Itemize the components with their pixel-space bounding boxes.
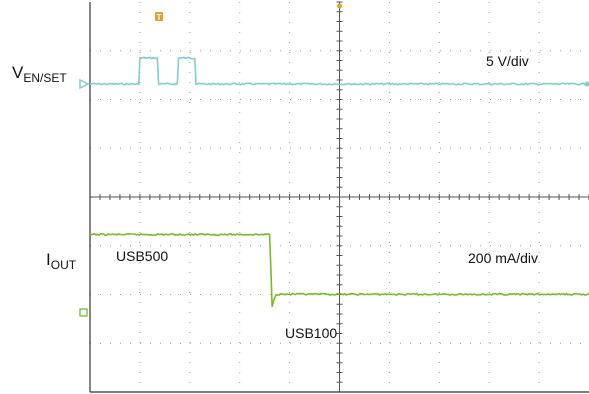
usb500-annotation: USB500 xyxy=(116,248,169,264)
graticule xyxy=(89,1,589,393)
ven-scale-label: 5 V/div xyxy=(486,53,529,69)
trace-ven-set xyxy=(89,56,589,86)
ch1-right-edge-marker xyxy=(584,81,589,87)
ven-set-channel-label: VEN/SET xyxy=(12,63,67,85)
trigger-t-icon xyxy=(155,12,163,21)
ch2-ground-arrow-icon xyxy=(79,308,88,317)
traces xyxy=(89,56,589,308)
markers: T xyxy=(79,3,589,317)
iout-channel-label: IOUT xyxy=(46,250,77,272)
trigger-t-glyph: T xyxy=(157,13,162,22)
usb100-annotation: USB100 xyxy=(285,325,338,341)
ch1-ground-arrow-icon xyxy=(79,78,90,90)
iout-scale-label: 200 mA/div xyxy=(468,250,539,266)
trigger-position-marker xyxy=(337,3,342,9)
trace-iout xyxy=(89,232,589,308)
